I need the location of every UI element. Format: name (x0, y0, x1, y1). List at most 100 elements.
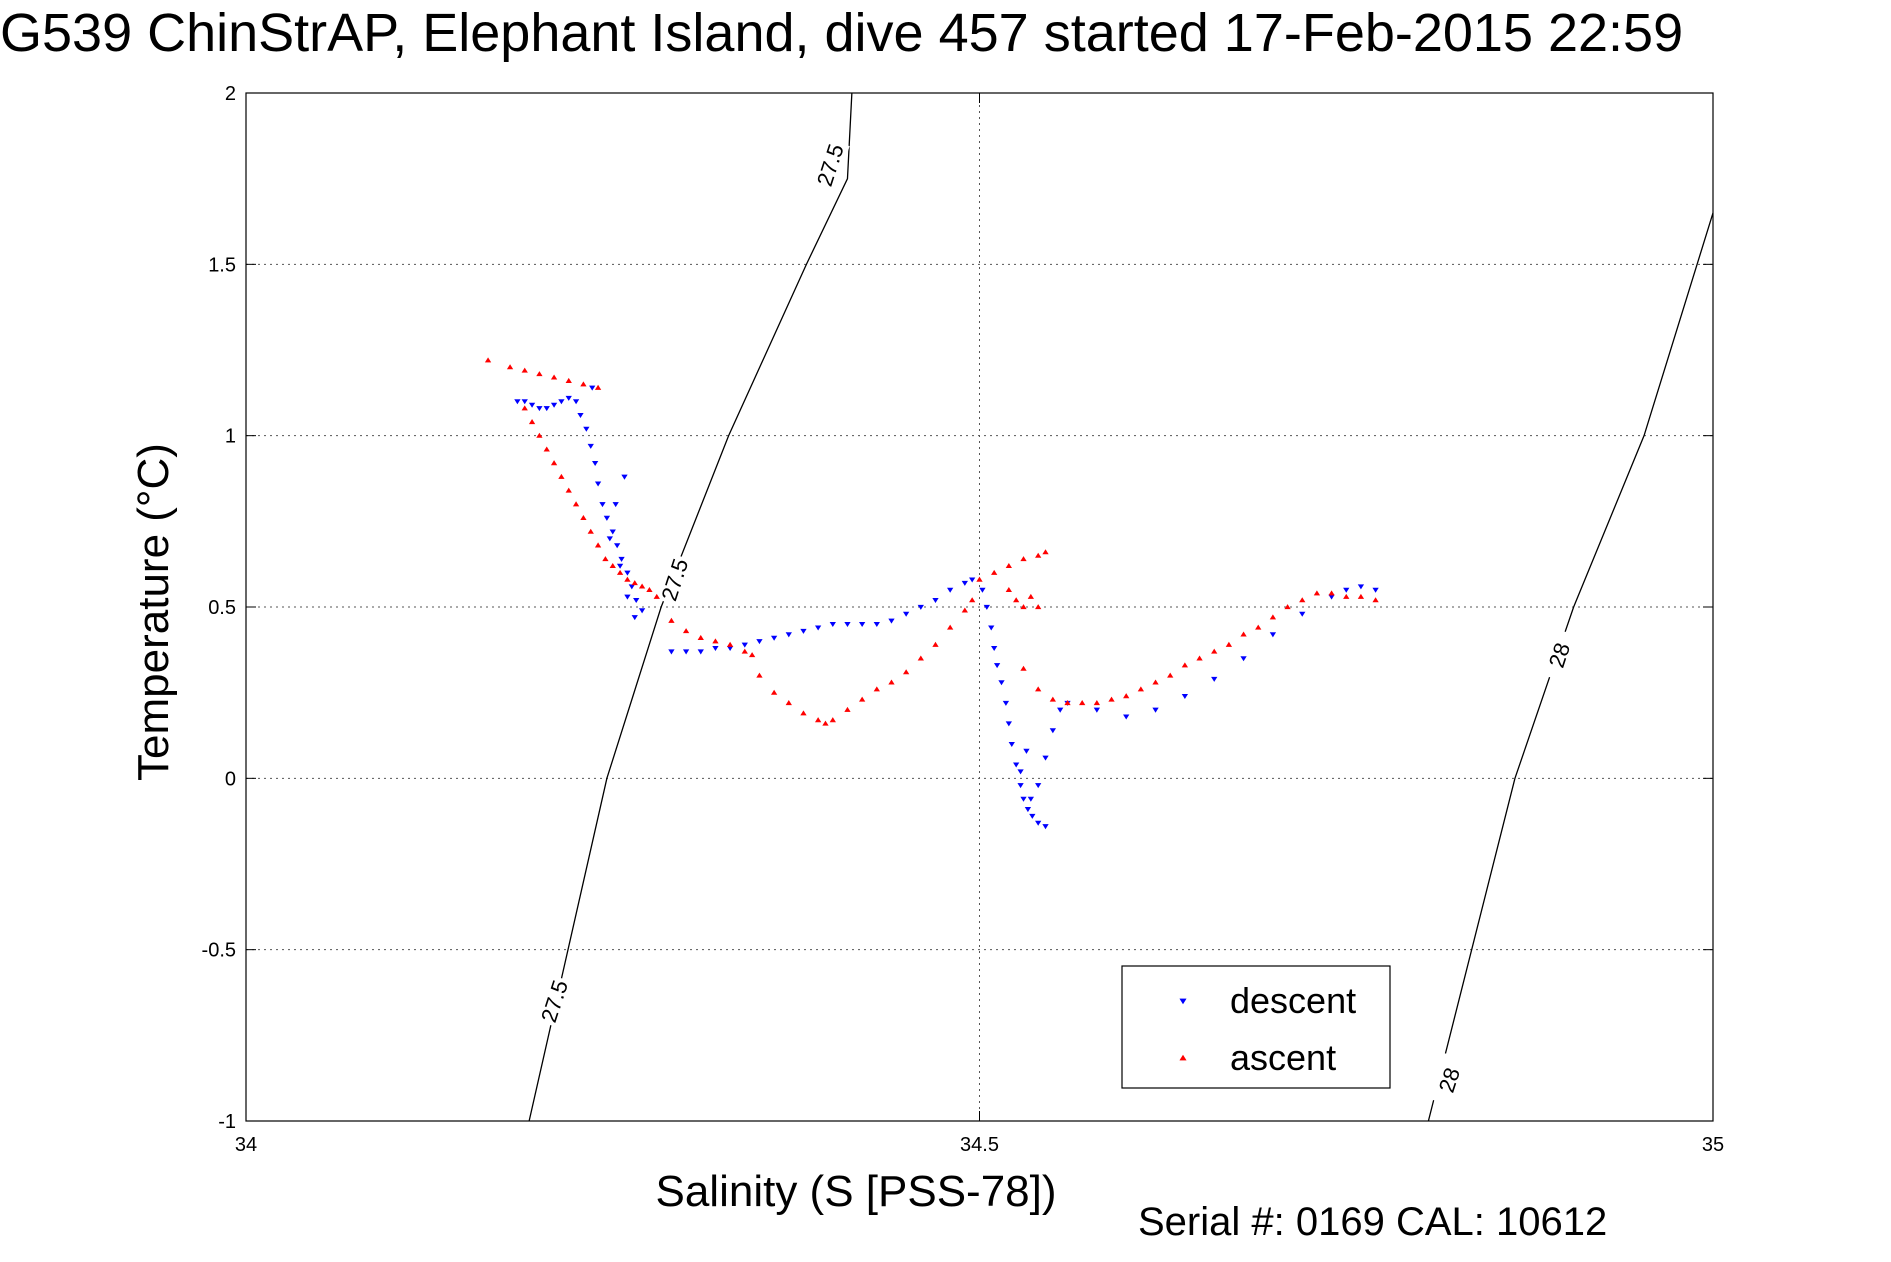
density-contour-line (528, 92, 853, 1122)
descent-point (873, 622, 880, 628)
ascent-point (536, 432, 543, 438)
density-contour-line (1427, 212, 1714, 1122)
descent-point (858, 622, 866, 628)
ascent-point (991, 569, 998, 575)
descent-point (969, 577, 976, 583)
descent-point (631, 615, 638, 621)
descent-point (599, 502, 606, 508)
descent-point (1057, 707, 1064, 713)
ascent-point (1225, 641, 1233, 647)
descent-point (1299, 611, 1306, 617)
descent-point (1027, 796, 1034, 802)
ascent-point (580, 515, 587, 521)
descent-point (1013, 762, 1020, 768)
descent-point (628, 584, 635, 590)
ascent-point (947, 624, 954, 630)
ascent-point (594, 384, 602, 390)
ascent-point (785, 700, 792, 706)
y-tick-label: -1 (218, 1111, 236, 1133)
ascent-point (1035, 604, 1042, 610)
descent-point (903, 611, 910, 617)
descent-point (624, 570, 631, 576)
ascent-point (543, 446, 550, 452)
y-tick-label: 2 (225, 83, 236, 105)
ascent-point (961, 607, 968, 613)
descent-point (606, 536, 613, 542)
descent-point (565, 395, 572, 401)
descent-point (917, 604, 924, 610)
descent-point (612, 502, 619, 508)
ascent-point (1035, 552, 1042, 558)
ascent-point (858, 696, 866, 702)
ascent-point (1299, 597, 1306, 603)
descent-point (983, 604, 990, 610)
x-axis-label: Salinity (S [PSS-78]) (655, 1167, 1056, 1216)
ascent-legend-symbol (1179, 1054, 1187, 1061)
descent-point (1343, 587, 1350, 593)
descent-point (668, 649, 675, 655)
descent-point (800, 628, 807, 634)
legend-marker-ascent (1179, 1054, 1187, 1061)
descent-point (829, 622, 836, 628)
ascent-point (580, 381, 587, 387)
ascent-point (506, 364, 514, 370)
ascent-point (976, 576, 983, 582)
ascent-point (1020, 604, 1027, 610)
legend-box (1121, 965, 1391, 1089)
ascent-point (1284, 604, 1291, 610)
ascent-point (712, 638, 719, 644)
descent-point (888, 618, 895, 624)
ascent-point (1064, 700, 1071, 706)
contour-label-bg (1539, 628, 1579, 682)
legend-label-descent: descent (1230, 980, 1356, 1021)
ascent-point (594, 542, 602, 548)
ascent-point (616, 569, 624, 575)
descent-point (536, 406, 543, 412)
y-tick-label: 1.5 (208, 254, 236, 276)
ascent-point (1042, 549, 1049, 555)
descent-point (979, 587, 986, 593)
ascent-point (1328, 590, 1335, 596)
ascent-point (888, 679, 895, 685)
descent-point (589, 385, 596, 391)
ascent-point (484, 357, 492, 363)
ascent-point (572, 501, 580, 507)
descent-point (1023, 748, 1030, 754)
descent-point (1181, 693, 1189, 699)
ascent-point (1343, 593, 1350, 599)
ascent-point (1269, 614, 1277, 620)
descent-point (844, 622, 851, 628)
descent-point (1005, 721, 1012, 727)
descent-point (756, 639, 763, 645)
descent-point (1002, 700, 1010, 706)
ascent-point (587, 528, 594, 534)
axis-ticks: 34 34.5 35 -1 -0.5 0 0.5 1 1.5 2 (202, 83, 1725, 1156)
descent-point (614, 543, 621, 549)
descent-point (682, 649, 690, 655)
ascent-point (550, 374, 558, 380)
descent-point (1024, 807, 1032, 813)
descent-point (814, 625, 822, 631)
y-tick-label: 0 (225, 768, 236, 790)
ascent-point (917, 655, 924, 661)
descent-point (998, 680, 1005, 686)
ascent-point (565, 377, 572, 383)
ascent-point (1079, 700, 1086, 706)
x-tick-label: 34.5 (960, 1134, 999, 1156)
descent-point (991, 645, 998, 652)
descent-point (592, 460, 599, 466)
y-tick-label: -0.5 (202, 940, 236, 962)
ascent-point (536, 371, 543, 377)
legend: descent ascent (1121, 965, 1391, 1089)
ascent-point (1049, 696, 1056, 702)
y-tick-label: 1 (225, 426, 236, 448)
ascent-point (1152, 679, 1159, 685)
ascent-point (1005, 586, 1012, 592)
descent-point (1240, 656, 1247, 662)
ascent-point (770, 689, 778, 695)
descent-point (993, 663, 1001, 669)
x-tick-label: 34 (235, 1134, 257, 1156)
ascent-point (653, 593, 660, 599)
ascent-point (609, 562, 616, 569)
